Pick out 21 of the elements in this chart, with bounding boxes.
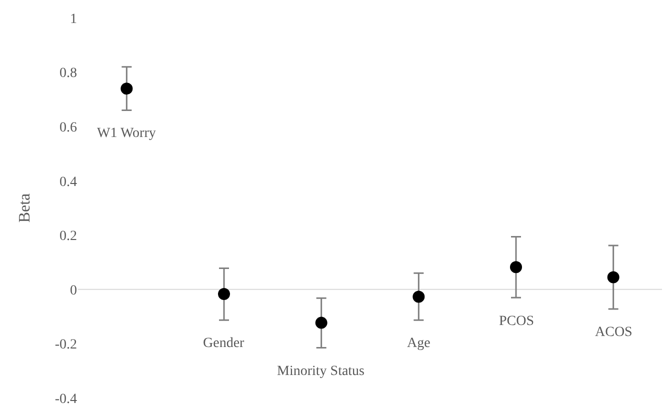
point <box>510 261 522 274</box>
point <box>607 271 620 284</box>
y-tick-label: -0.2 <box>54 338 77 353</box>
point <box>315 316 328 329</box>
y-axis-title: Beta <box>16 193 34 223</box>
y-tick-label: 0 <box>70 283 77 298</box>
point <box>120 82 133 95</box>
y-tick-label: 0.2 <box>60 229 77 244</box>
y-tick-label: 1 <box>70 12 77 27</box>
x-tick-label: W1 Worry <box>97 126 156 141</box>
point <box>218 288 230 300</box>
y-tick-label: 0.4 <box>60 174 77 190</box>
y-tick-label: 0.6 <box>60 120 77 136</box>
x-tick-label: Gender <box>203 336 245 351</box>
x-tick-label: PCOS <box>499 314 534 329</box>
y-tick-label: 0.8 <box>60 66 77 82</box>
y-tick-label: -0.4 <box>54 392 77 407</box>
x-tick-label: Age <box>407 336 430 351</box>
x-tick-label: ACOS <box>595 325 632 340</box>
x-tick-label: Minority Status <box>277 364 365 379</box>
point <box>412 290 425 303</box>
